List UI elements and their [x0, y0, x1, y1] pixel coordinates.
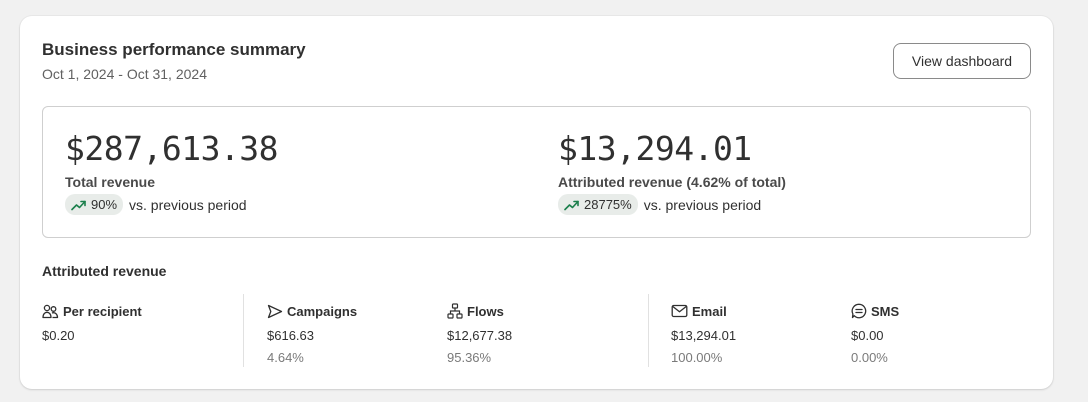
- total-revenue-label: Total revenue: [65, 174, 155, 190]
- attributed-revenue-section-title: Attributed revenue: [42, 263, 167, 279]
- card-title: Business performance summary: [42, 40, 306, 59]
- divider: [648, 294, 649, 367]
- metric-percentage: 95.36%: [447, 350, 492, 365]
- vs-previous-text: vs. previous period: [643, 196, 762, 213]
- metric-sms: SMS $0.00 0.00%: [851, 303, 900, 366]
- metric-per-recipient: Per recipient $0.20: [42, 303, 142, 344]
- total-revenue-value: $287,613.38: [65, 129, 279, 168]
- metric-value: $12,677.38: [447, 328, 513, 343]
- metric-value: $0.00: [851, 328, 884, 343]
- view-dashboard-button[interactable]: View dashboard: [893, 43, 1031, 79]
- send-icon: [267, 304, 283, 318]
- email-icon: [671, 304, 688, 318]
- metric-label: Flows: [467, 303, 504, 319]
- attributed-revenue-value: $13,294.01: [558, 129, 752, 168]
- metric-value: $0.20: [42, 328, 75, 343]
- metric-email: Email $13,294.01 100.00%: [671, 303, 736, 366]
- total-revenue-change: 90% vs. previous period: [65, 194, 247, 215]
- attributed-revenue-change: 28775% vs. previous period: [558, 194, 761, 215]
- metric-percentage: 100.00%: [671, 350, 723, 365]
- change-value: 90%: [91, 197, 118, 212]
- change-badge: 28775%: [558, 194, 638, 215]
- revenue-summary-box: $287,613.38 Total revenue 90% vs. previo…: [42, 106, 1031, 238]
- metric-percentage: 0.00%: [851, 350, 888, 365]
- people-icon: [42, 304, 59, 318]
- trend-up-icon: [564, 200, 579, 210]
- performance-summary-card: Business performance summary Oct 1, 2024…: [20, 16, 1053, 389]
- divider: [243, 294, 244, 367]
- metric-value: $13,294.01: [671, 328, 737, 343]
- attributed-revenue-label: Attributed revenue (4.62% of total): [558, 174, 786, 190]
- vs-previous-text: vs. previous period: [129, 196, 247, 213]
- metric-value: $616.63: [267, 328, 314, 343]
- metric-label: Per recipient: [63, 303, 142, 319]
- flow-icon: [447, 303, 463, 319]
- change-badge: 90%: [65, 194, 124, 215]
- change-value: 28775%: [584, 197, 632, 212]
- trend-up-icon: [71, 200, 86, 210]
- metric-label: Email: [692, 303, 727, 319]
- metric-label: SMS: [871, 303, 900, 319]
- sms-icon: [851, 303, 867, 319]
- metric-label: Campaigns: [287, 303, 358, 319]
- metric-flows: Flows $12,677.38 95.36%: [447, 303, 512, 365]
- date-range: Oct 1, 2024 - Oct 31, 2024: [42, 66, 207, 82]
- metric-percentage: 4.64%: [267, 350, 304, 365]
- metric-campaigns: Campaigns $616.63 4.64%: [267, 303, 358, 366]
